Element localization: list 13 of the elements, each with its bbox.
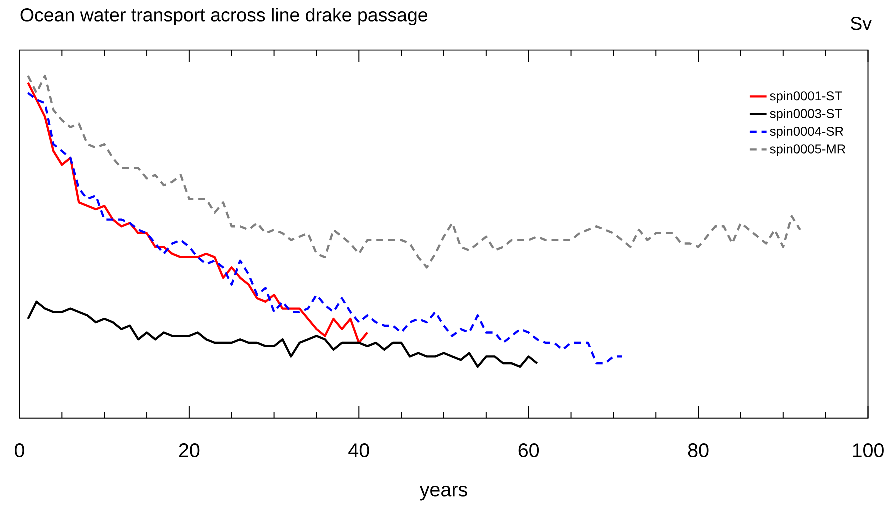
x-tick-label: 40 bbox=[348, 444, 370, 458]
x-tick-label: 60 bbox=[518, 444, 540, 458]
x-tick-label: 100 bbox=[853, 444, 884, 458]
text: Sv bbox=[850, 17, 872, 30]
x-axis-title: years bbox=[420, 486, 468, 501]
legend-label: spin0003-ST bbox=[770, 108, 842, 121]
x-tick-label: 20 bbox=[179, 444, 200, 458]
legend-label: spin0005-MR bbox=[770, 144, 846, 156]
x-tick-label: 80 bbox=[688, 444, 709, 458]
legend-label: spin0001-ST bbox=[770, 91, 842, 104]
x-tick-label: 0 bbox=[15, 444, 24, 458]
chart-title: Ocean water transport across line drake passage bbox=[20, 8, 428, 26]
legend-label: spin0004-SR bbox=[770, 126, 844, 139]
